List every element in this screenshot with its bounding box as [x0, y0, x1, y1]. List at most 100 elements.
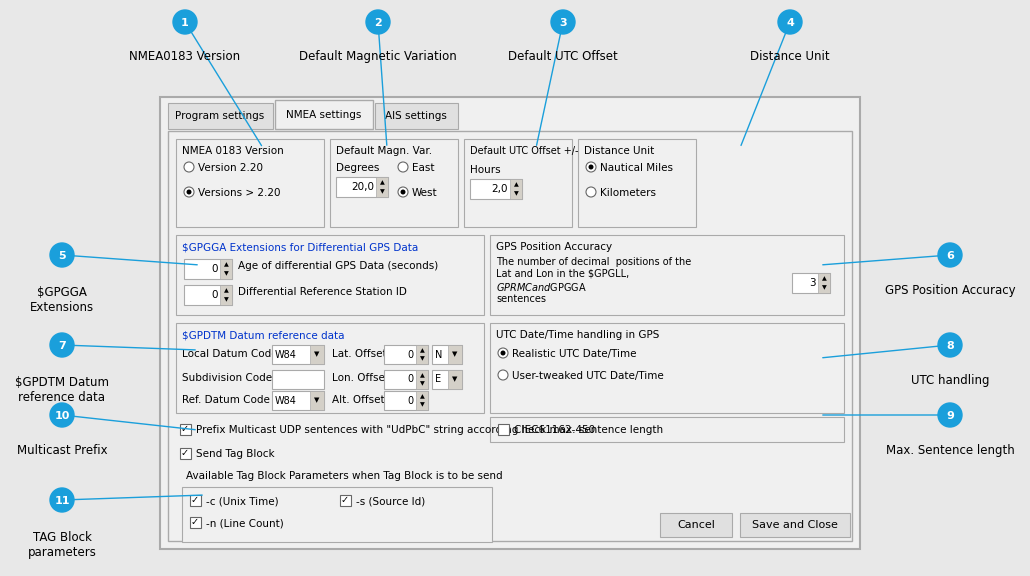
Circle shape: [50, 488, 74, 512]
Text: ▼: ▼: [314, 351, 319, 358]
Circle shape: [401, 190, 406, 195]
Text: Local Datum Code: Local Datum Code: [182, 349, 278, 359]
Text: West: West: [412, 188, 438, 198]
Bar: [384, 345, 428, 364]
Circle shape: [398, 187, 408, 197]
Bar: [180, 448, 191, 459]
Circle shape: [501, 351, 506, 355]
Text: Differential Reference Station ID: Differential Reference Station ID: [238, 287, 407, 297]
Text: ▼: ▼: [224, 271, 229, 276]
Circle shape: [50, 243, 74, 267]
Text: The number of decimal  positions of the
Lat and Lon in the $GPGLL,
$GPRMC and $G: The number of decimal positions of the L…: [496, 257, 691, 304]
Text: Check max. sentence length: Check max. sentence length: [514, 425, 663, 435]
Text: -c (Unix Time): -c (Unix Time): [206, 496, 279, 506]
Text: ▼: ▼: [419, 402, 424, 407]
Bar: [272, 391, 324, 410]
Circle shape: [173, 10, 197, 34]
Bar: [510, 179, 522, 199]
Circle shape: [366, 10, 390, 34]
Text: UTC handling: UTC handling: [911, 374, 989, 387]
Bar: [176, 235, 484, 315]
Bar: [578, 139, 696, 227]
Bar: [818, 273, 830, 293]
Bar: [220, 259, 232, 279]
Text: User-tweaked UTC Date/Time: User-tweaked UTC Date/Time: [512, 371, 663, 381]
Text: UTC Date/Time handling in GPS: UTC Date/Time handling in GPS: [496, 330, 659, 340]
Text: 11: 11: [55, 496, 70, 506]
Bar: [160, 97, 860, 549]
Bar: [340, 495, 351, 506]
Bar: [310, 391, 324, 410]
Circle shape: [588, 165, 593, 169]
Text: Alt. Offset: Alt. Offset: [332, 395, 384, 405]
Text: ✓: ✓: [181, 448, 190, 458]
Bar: [168, 103, 273, 129]
Text: Default Magnetic Variation: Default Magnetic Variation: [299, 50, 457, 63]
Text: ▲: ▲: [822, 276, 826, 281]
Bar: [464, 139, 572, 227]
Text: TAG Block
parameters: TAG Block parameters: [28, 531, 97, 559]
Text: Lon. Offset: Lon. Offset: [332, 373, 389, 383]
Bar: [220, 285, 232, 305]
Circle shape: [50, 333, 74, 357]
Bar: [470, 179, 522, 199]
Text: Save and Close: Save and Close: [752, 520, 838, 530]
Circle shape: [938, 403, 962, 427]
Text: Hours: Hours: [470, 165, 501, 175]
Bar: [432, 345, 462, 364]
Text: 8: 8: [947, 341, 954, 351]
Bar: [176, 323, 484, 413]
Circle shape: [186, 190, 192, 195]
Bar: [384, 391, 428, 410]
Text: 3: 3: [810, 278, 816, 288]
Text: Cancel: Cancel: [677, 520, 715, 530]
Text: ▲: ▲: [419, 373, 424, 378]
Text: Realistic UTC Date/Time: Realistic UTC Date/Time: [512, 349, 637, 359]
Circle shape: [586, 187, 596, 197]
Bar: [275, 100, 373, 129]
Text: 0: 0: [408, 350, 414, 359]
Text: Send Tag Block: Send Tag Block: [196, 449, 275, 459]
Text: Subdivision Code: Subdivision Code: [182, 373, 272, 383]
Circle shape: [50, 403, 74, 427]
Circle shape: [497, 370, 508, 380]
Text: ✓: ✓: [191, 495, 199, 505]
Bar: [375, 103, 458, 129]
Bar: [184, 285, 232, 305]
Text: ▲: ▲: [380, 180, 384, 185]
Text: ▲: ▲: [224, 262, 229, 267]
Text: 9: 9: [947, 411, 954, 421]
Text: ▼: ▼: [224, 297, 229, 302]
Bar: [448, 370, 462, 389]
Text: 5: 5: [58, 251, 66, 261]
Text: ▲: ▲: [419, 348, 424, 353]
Text: -n (Line Count): -n (Line Count): [206, 518, 283, 528]
Bar: [182, 487, 492, 542]
Text: 1: 1: [181, 18, 188, 28]
Text: ▼: ▼: [419, 381, 424, 386]
Text: Default UTC Offset: Default UTC Offset: [508, 50, 618, 63]
Bar: [432, 370, 462, 389]
Text: Kilometers: Kilometers: [600, 188, 656, 198]
Bar: [330, 139, 458, 227]
Text: 2,0: 2,0: [491, 184, 508, 194]
Text: ▼: ▼: [314, 397, 319, 404]
Bar: [660, 513, 732, 537]
Bar: [180, 424, 191, 435]
Text: 2: 2: [374, 18, 382, 28]
Circle shape: [497, 348, 508, 358]
Text: 3: 3: [559, 18, 567, 28]
Text: Prefix Multicast UDP sentences with "UdPbC" string according IEC61162-450: Prefix Multicast UDP sentences with "UdP…: [196, 425, 595, 435]
Text: ✓: ✓: [341, 495, 349, 505]
Text: Version 2.20: Version 2.20: [198, 163, 263, 173]
Text: ▲: ▲: [419, 394, 424, 399]
Bar: [792, 273, 830, 293]
Text: GPS Position Accuracy: GPS Position Accuracy: [885, 284, 1016, 297]
Text: $GPDTM Datum reference data: $GPDTM Datum reference data: [182, 330, 344, 340]
Text: Default UTC Offset +/-: Default UTC Offset +/-: [470, 146, 579, 156]
Bar: [416, 391, 428, 410]
Bar: [184, 259, 232, 279]
Circle shape: [398, 162, 408, 172]
Text: $GPDTM Datum
reference data: $GPDTM Datum reference data: [15, 376, 109, 404]
Text: ✓: ✓: [191, 517, 199, 527]
